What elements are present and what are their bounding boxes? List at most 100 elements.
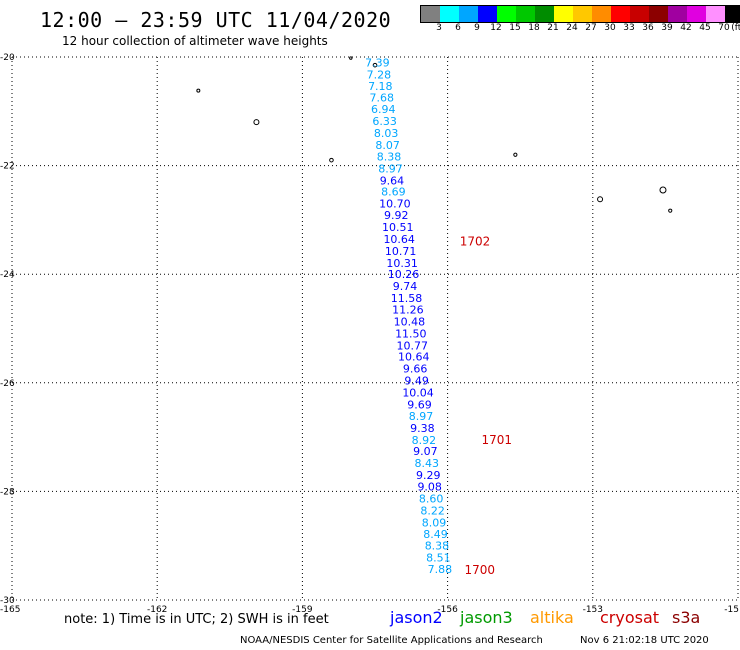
swh-value-label: 8.60: [419, 492, 444, 505]
swh-value-label: 9.29: [416, 469, 441, 482]
legend-swatch: [668, 6, 687, 22]
legend-label: 39: [661, 23, 673, 33]
swh-value-label: 10.71: [385, 245, 417, 258]
legend-label: 9: [474, 23, 480, 33]
islands: [196, 56, 673, 213]
y-tick-label: -30: [0, 596, 15, 606]
y-tick-label: -20: [0, 53, 15, 63]
time-label: 1700: [465, 563, 496, 577]
y-tick-label: -24: [0, 270, 15, 280]
mission-label-s3a: s3a: [672, 608, 701, 627]
legend-swatch: [592, 6, 611, 22]
island-outline: [253, 119, 260, 126]
legend-swatch: [611, 6, 630, 22]
island-outline: [372, 62, 378, 68]
swh-value-label: 11.58: [391, 292, 423, 305]
legend-swatch: [516, 6, 535, 22]
swh-value-label: 8.97: [378, 162, 403, 175]
swh-value-label: 10.48: [394, 315, 426, 328]
time-label: 1701: [481, 433, 512, 447]
swh-value-label: 8.38: [377, 150, 402, 163]
swh-value-label: 10.51: [382, 221, 414, 234]
grid-lines: [12, 57, 738, 600]
time-labels: 1702 1701 1700: [460, 235, 512, 578]
swh-value-label: 10.64: [383, 233, 415, 246]
page-title: 12:00 — 23:59 UTC 11/04/2020: [40, 8, 392, 32]
legend-label: (ft): [731, 23, 740, 33]
swh-value-label: 7.88: [428, 563, 453, 576]
mission-label-jason2: jason2: [390, 608, 443, 627]
credit-text: NOAA/NESDIS Center for Satellite Applica…: [240, 635, 543, 646]
y-tick-label: -22: [0, 162, 15, 172]
x-tick-label: -162: [147, 605, 167, 615]
island-outline: [349, 56, 353, 60]
swh-value-label: 10.64: [398, 351, 430, 364]
mission-label-cryosat: cryosat: [600, 608, 660, 627]
legend-swatch: [459, 6, 478, 22]
page-subtitle: 12 hour collection of altimeter wave hei…: [62, 34, 328, 48]
swh-value-label: 9.92: [384, 209, 409, 222]
legend-label: 70: [718, 23, 730, 33]
legend-swatch: [535, 6, 554, 22]
legend-label: 12: [490, 23, 502, 33]
swh-value-label: 8.49: [423, 528, 448, 541]
legend-swatch: [649, 6, 668, 22]
swh-value-label: 11.50: [395, 327, 427, 340]
swh-value-label: 8.07: [375, 139, 400, 152]
swh-value-label: 9.07: [413, 445, 438, 458]
swh-value-label: 9.74: [393, 280, 418, 293]
color-legend-bar: [420, 5, 740, 23]
x-tick-label: -159: [292, 605, 313, 615]
legend-swatch: [573, 6, 592, 22]
map-frame: [11, 56, 739, 601]
legend-swatch: [725, 6, 740, 22]
swh-value-label: 7.18: [368, 80, 393, 93]
legend-swatch: [478, 6, 497, 22]
swh-value-label: 9.38: [410, 422, 435, 435]
legend-swatch: [440, 6, 459, 22]
mission-label-altika: altika: [530, 608, 574, 627]
swh-value-label: 9.64: [380, 174, 405, 187]
swh-value-label: 8.97: [409, 410, 434, 423]
swh-value-label: 9.08: [417, 481, 442, 494]
island-outline: [597, 196, 604, 203]
mission-label-jason3: jason3: [460, 608, 513, 627]
y-tick-label: -26: [0, 379, 15, 389]
legend-label: 6: [455, 23, 461, 33]
swh-value-label: 9.66: [403, 363, 428, 376]
swh-value-label: 8.69: [381, 186, 406, 199]
legend-label: 18: [528, 23, 540, 33]
legend-label: 27: [585, 23, 597, 33]
x-tick-label: -15: [724, 605, 739, 615]
legend-label: 24: [566, 23, 578, 33]
island-outline: [668, 208, 673, 213]
x-tick-label: -165: [0, 605, 20, 615]
swh-value-label: 6.33: [372, 115, 397, 128]
swh-value-label: 8.92: [412, 434, 437, 447]
x-tick-label: -153: [583, 605, 603, 615]
island-outline: [659, 186, 667, 194]
swh-value-label: 10.77: [397, 339, 429, 352]
swh-value-label: 8.09: [422, 516, 447, 529]
swh-value-label: 9.49: [404, 375, 429, 388]
swh-value-label: 7.39: [365, 56, 390, 69]
legend-swatch: [687, 6, 706, 22]
island-outline: [513, 152, 518, 157]
legend-swatch: [630, 6, 649, 22]
axis-ticks: -165 -162 -159 -156 -153 -15 -20 -22 -24 -26 -28 -3…: [0, 53, 739, 615]
generated-timestamp: Nov 6 21:02:18 UTC 2020: [580, 635, 709, 646]
time-label: 1702: [460, 235, 491, 249]
swh-value-label: 8.22: [420, 504, 445, 517]
legend-swatch: [421, 6, 440, 22]
swh-value-label: 10.26: [388, 268, 420, 281]
swh-value-label: 8.43: [415, 457, 440, 470]
legend-swatch: [554, 6, 573, 22]
swh-value-label: 11.26: [392, 303, 424, 316]
swh-value-label: 9.69: [407, 399, 432, 412]
legend-swatch: [706, 6, 725, 22]
swh-value-label: 10.31: [386, 257, 418, 270]
swh-value-label: 10.04: [402, 387, 434, 400]
x-tick-label: -156: [437, 605, 458, 615]
footer-note: note: 1) Time is in UTC; 2) SWH is in fe…: [64, 612, 329, 627]
